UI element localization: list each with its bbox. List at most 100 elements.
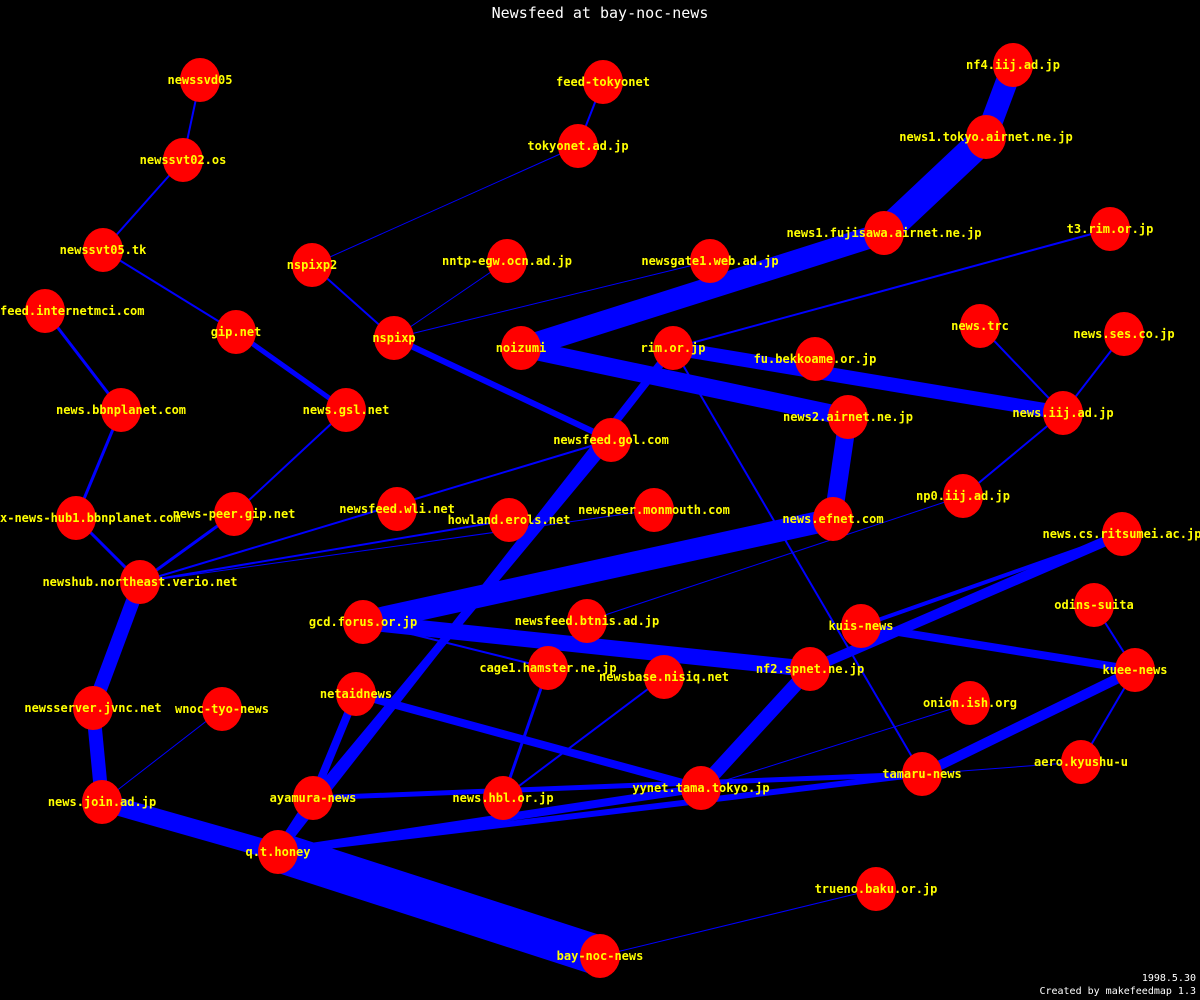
feed-edge	[874, 126, 996, 244]
host-node[interactable]	[567, 599, 607, 643]
host-node[interactable]	[101, 388, 141, 432]
host-label: news1.tokyo.airnet.ne.jp	[899, 130, 1072, 144]
host-label: newsbase.nisiq.net	[599, 670, 729, 684]
host-node[interactable]	[336, 672, 376, 716]
feed-edge	[599, 888, 877, 957]
host-node[interactable]	[790, 647, 830, 691]
host-node[interactable]	[258, 830, 298, 874]
host-label: onion.ish.org	[923, 696, 1017, 710]
feed-edge	[672, 347, 923, 775]
host-node[interactable]	[580, 934, 620, 978]
feed-edge	[271, 832, 607, 976]
host-node[interactable]	[528, 646, 568, 690]
host-label: news.join.ad.jp	[48, 795, 156, 809]
host-node[interactable]	[489, 498, 529, 542]
host-label: fu.bekkoame.or.jp	[754, 352, 877, 366]
host-label: q.t.honey	[245, 845, 310, 859]
host-node[interactable]	[483, 776, 523, 820]
feed-edge	[393, 260, 711, 339]
host-node[interactable]	[326, 388, 366, 432]
host-node[interactable]	[943, 474, 983, 518]
host-node[interactable]	[864, 211, 904, 255]
host-node[interactable]	[202, 687, 242, 731]
host-node[interactable]	[856, 867, 896, 911]
feed-edge	[586, 495, 964, 622]
host-node[interactable]	[634, 488, 674, 532]
host-node[interactable]	[83, 228, 123, 272]
host-label: news.iij.ad.jp	[1012, 406, 1113, 420]
host-node[interactable]	[343, 600, 383, 644]
host-label: tokyonet.ad.jp	[527, 139, 628, 153]
feed-edge	[139, 439, 612, 583]
feed-edge	[860, 532, 1123, 628]
host-node[interactable]	[214, 492, 254, 536]
credit-text: Created by makefeedmap 1.3	[1039, 986, 1196, 997]
host-node[interactable]	[902, 752, 942, 796]
host-node[interactable]	[841, 604, 881, 648]
host-node[interactable]	[950, 681, 990, 725]
host-label: gcd.forus.or.jp	[309, 615, 417, 629]
host-label: news2.airnet.ne.jp	[783, 410, 913, 424]
host-node[interactable]	[120, 560, 160, 604]
host-node[interactable]	[558, 124, 598, 168]
host-node[interactable]	[813, 497, 853, 541]
host-node[interactable]	[690, 239, 730, 283]
feed-edge	[234, 329, 348, 413]
host-node[interactable]	[644, 655, 684, 699]
feed-edge	[362, 621, 549, 669]
host-node[interactable]	[216, 310, 256, 354]
host-label: nntp-egw.ocn.ad.jp	[442, 254, 572, 268]
feed-edge	[672, 228, 1111, 349]
host-node[interactable]	[1043, 391, 1083, 435]
host-node[interactable]	[653, 326, 693, 370]
feed-edge	[362, 614, 811, 677]
host-label: netaidnews	[320, 687, 392, 701]
feed-edge	[86, 579, 147, 711]
host-label: news.ses.co.jp	[1073, 327, 1174, 341]
host-node[interactable]	[993, 43, 1033, 87]
host-node[interactable]	[25, 289, 65, 333]
host-node[interactable]	[591, 418, 631, 462]
host-label: x-news-hub1.bbnplanet.com	[0, 511, 181, 525]
feed-edge	[360, 508, 836, 633]
feed-edge	[99, 793, 281, 861]
host-node[interactable]	[163, 138, 203, 182]
host-node[interactable]	[966, 115, 1006, 159]
host-node[interactable]	[583, 60, 623, 104]
host-node[interactable]	[377, 487, 417, 531]
host-node[interactable]	[82, 780, 122, 824]
host-node[interactable]	[1104, 312, 1144, 356]
host-node[interactable]	[1090, 207, 1130, 251]
host-label: nspixp	[372, 331, 415, 345]
host-node[interactable]	[1061, 740, 1101, 784]
host-node[interactable]	[292, 243, 332, 287]
host-node[interactable]	[1074, 583, 1114, 627]
feed-edge	[700, 702, 971, 789]
feed-edge	[354, 690, 703, 792]
host-node[interactable]	[374, 316, 414, 360]
host-node[interactable]	[795, 337, 835, 381]
host-label: yynet.tama.tokyo.jp	[632, 781, 769, 795]
host-label: news.bbnplanet.com	[56, 403, 186, 417]
host-node[interactable]	[960, 304, 1000, 348]
date-stamp: 1998.5.30	[1141, 973, 1196, 984]
feed-edge	[392, 335, 613, 443]
feed-edge	[502, 676, 665, 799]
host-label: gip.net	[211, 325, 262, 339]
host-label: newshub.northeast.verio.net	[42, 575, 237, 589]
feed-edge	[695, 664, 816, 793]
host-node[interactable]	[501, 326, 541, 370]
host-node[interactable]	[73, 686, 113, 730]
host-node[interactable]	[293, 776, 333, 820]
host-label: noizumi	[496, 341, 547, 355]
host-node[interactable]	[56, 496, 96, 540]
host-label: newssvt02.os	[140, 153, 227, 167]
host-node[interactable]	[180, 58, 220, 102]
host-node[interactable]	[1102, 512, 1142, 556]
host-node[interactable]	[487, 239, 527, 283]
host-node[interactable]	[681, 766, 721, 810]
host-node[interactable]	[1115, 648, 1155, 692]
feed-edge	[233, 409, 347, 515]
host-node[interactable]	[828, 395, 868, 439]
